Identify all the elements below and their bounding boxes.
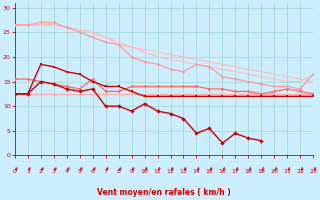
- X-axis label: Vent moyen/en rafales ( km/h ): Vent moyen/en rafales ( km/h ): [97, 188, 231, 197]
